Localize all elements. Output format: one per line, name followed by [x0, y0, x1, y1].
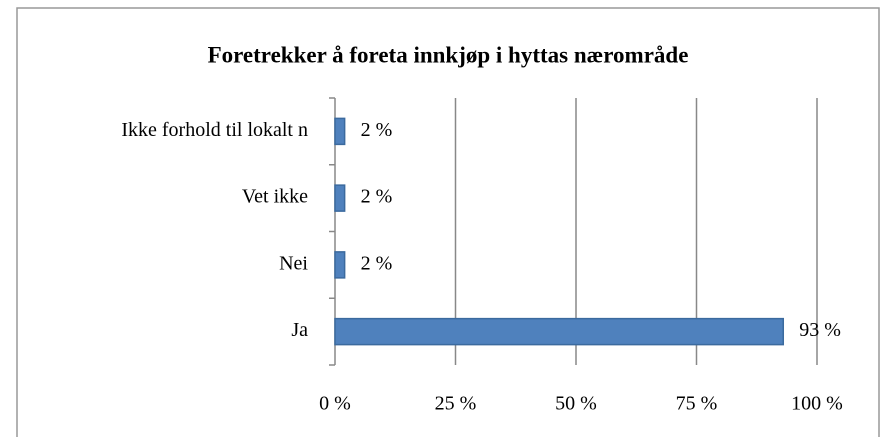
chart-frame: [16, 7, 880, 437]
y-tick-label: Ikke forhold til lokalt n: [121, 119, 308, 141]
chart-title: Foretrekker å foreta innkjøp i hyttas næ…: [208, 42, 689, 67]
x-tick-label: 75 %: [676, 393, 718, 415]
bar: [334, 184, 346, 212]
y-tick-label: Ja: [291, 319, 308, 341]
x-tick-label: 0 %: [319, 393, 351, 415]
value-label: 2 %: [361, 252, 393, 274]
bar: [334, 251, 346, 279]
x-tick-label: 100 %: [791, 393, 843, 415]
x-tick-label: 50 %: [555, 393, 597, 415]
value-label: 2 %: [361, 186, 393, 208]
y-tick-label: Vet ikke: [242, 186, 308, 208]
bar: [334, 117, 346, 146]
value-label: 93 %: [799, 319, 841, 341]
value-label: 2 %: [361, 119, 393, 141]
bar: [334, 317, 785, 346]
x-tick-label: 25 %: [435, 393, 477, 415]
y-tick-label: Nei: [279, 252, 308, 274]
